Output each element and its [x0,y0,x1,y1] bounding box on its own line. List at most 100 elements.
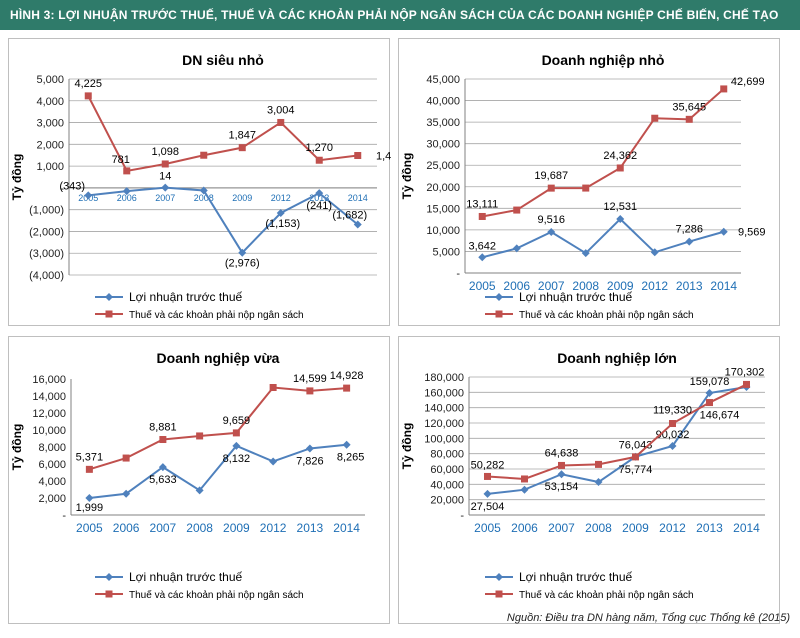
y-tick-label: 14,000 [32,391,66,403]
data-label: 53,154 [545,481,579,493]
tax-point [478,212,486,220]
data-label: 14,599 [293,373,327,385]
chart-svg: DN siêu nhỏ (4,000) (3,000) (2,000) (1,000) -… [10,52,391,321]
x-tick-label: 2005 [474,521,501,535]
tax-point [743,380,750,388]
data-label: 9,569 [738,227,766,239]
tax-point [277,118,285,126]
profit-point [594,478,603,487]
x-tick-label: 2008 [572,279,599,293]
data-label: 9,516 [537,214,565,226]
chart-svg: Doanh nghiệp lớn - 20,000 40,000 60,000 80,00… [400,350,765,601]
legend-profit-label: Lợi nhuận trước thuế [129,290,242,304]
x-tick-label: 2005 [76,521,103,535]
profit-point [547,227,556,236]
y-tick-label: 25,000 [426,160,460,172]
tax-point [122,454,130,462]
legend-tax-label: Thuế và các khoản phải nộp ngân sách [129,589,304,601]
data-label: 14,928 [330,370,364,382]
legend-profit-marker [495,573,503,581]
tax-point [685,115,693,123]
y-tick-label: 2,000 [36,139,64,151]
y-tick-label: 60,000 [430,464,464,476]
tax-line [487,383,747,480]
data-label: 159,078 [690,376,730,388]
data-label: 1,270 [305,142,333,154]
x-tick-label: 2014 [710,279,737,293]
data-label: 24,362 [603,150,637,162]
x-tick-label: 2014 [333,521,360,535]
profit-point [483,489,492,498]
x-tick-label: 2007 [155,193,175,203]
profit-point [520,485,529,494]
data-label: 119,330 [653,405,692,417]
data-label: 1,098 [151,146,179,158]
y-tick-label: (3,000) [29,248,64,260]
legend-profit-marker [105,293,113,301]
y-tick-label: 12,000 [32,408,66,420]
tax-point [632,453,639,461]
data-label: 35,645 [672,101,706,113]
x-tick-label: 2008 [585,521,612,535]
tax-line [87,95,358,172]
profit-point [478,253,487,262]
y-tick-label: 15,000 [426,203,460,215]
data-label: 42,699 [731,76,765,88]
y-tick-label: 20,000 [426,182,460,194]
y-axis-label: Tỷ đồng [10,424,24,471]
tax-point [706,399,713,407]
chart-panel-micro: DN siêu nhỏ (4,000) (3,000) (2,000) (1,000) -… [8,38,391,326]
tax-point [595,460,602,468]
chart-svg: Doanh nghiệp nhỏ - 5,000 10,000 15,000 20,000… [400,52,766,321]
y-tick-label: 1,000 [36,161,64,173]
tax-point [513,206,521,214]
y-tick-label: 35,000 [426,117,460,129]
profit-point [512,244,521,253]
data-label: 781 [112,154,130,166]
x-tick-label: 2009 [622,521,649,535]
tax-point [123,167,131,175]
tax-point [161,160,169,168]
tax-point [84,92,92,100]
data-label: 146,674 [700,410,740,422]
profit-point [269,457,278,466]
tax-point [616,164,624,172]
tax-point [521,475,528,483]
tax-point [232,429,240,437]
tax-point [159,436,167,444]
profit-point [84,191,93,200]
profit-point [353,220,362,229]
profit-point [238,248,247,257]
tax-point [196,432,204,440]
tax-point [315,156,323,164]
data-label: 1,847 [228,130,256,142]
data-label: 4,225 [74,78,102,90]
y-tick-label: 2,000 [38,493,66,505]
figure-title-banner: HÌNH 3: LỢI NHUẬN TRƯỚC THUẾ, THUẾ VÀ CÁ… [0,0,800,30]
data-label: 7,826 [296,455,324,467]
legend-profit-marker [495,293,503,301]
chart-title: Doanh nghiệp vừa [157,350,280,366]
tax-point [720,85,728,93]
y-tick-label: 16,000 [32,374,66,386]
x-tick-label: 2013 [676,279,703,293]
x-tick-label: 2007 [538,279,565,293]
x-tick-label: 2007 [548,521,575,535]
data-label: 1,999 [76,502,104,514]
x-tick-label: 2012 [271,193,291,203]
profit-line [89,443,347,500]
y-tick-label: 45,000 [426,74,460,86]
x-tick-label: 2013 [309,193,329,203]
profit-point [685,237,694,246]
chart-svg: Doanh nghiệp vừa - 2,000 4,000 6,000 8,000 10,… [10,350,365,601]
y-tick-label: 40,000 [426,96,460,108]
chart-title: DN siêu nhỏ [182,52,264,68]
y-tick-label: 3,000 [36,118,64,130]
legend-profit-label: Lợi nhuận trước thuế [129,570,242,584]
x-tick-label: 2009 [607,279,634,293]
figure-title: HÌNH 3: LỢI NHUẬN TRƯỚC THUẾ, THUẾ VÀ CÁ… [10,8,779,22]
data-label: 50,282 [471,459,505,471]
profit-point [122,489,131,498]
x-tick-label: 2012 [260,521,287,535]
tax-point [354,152,362,160]
